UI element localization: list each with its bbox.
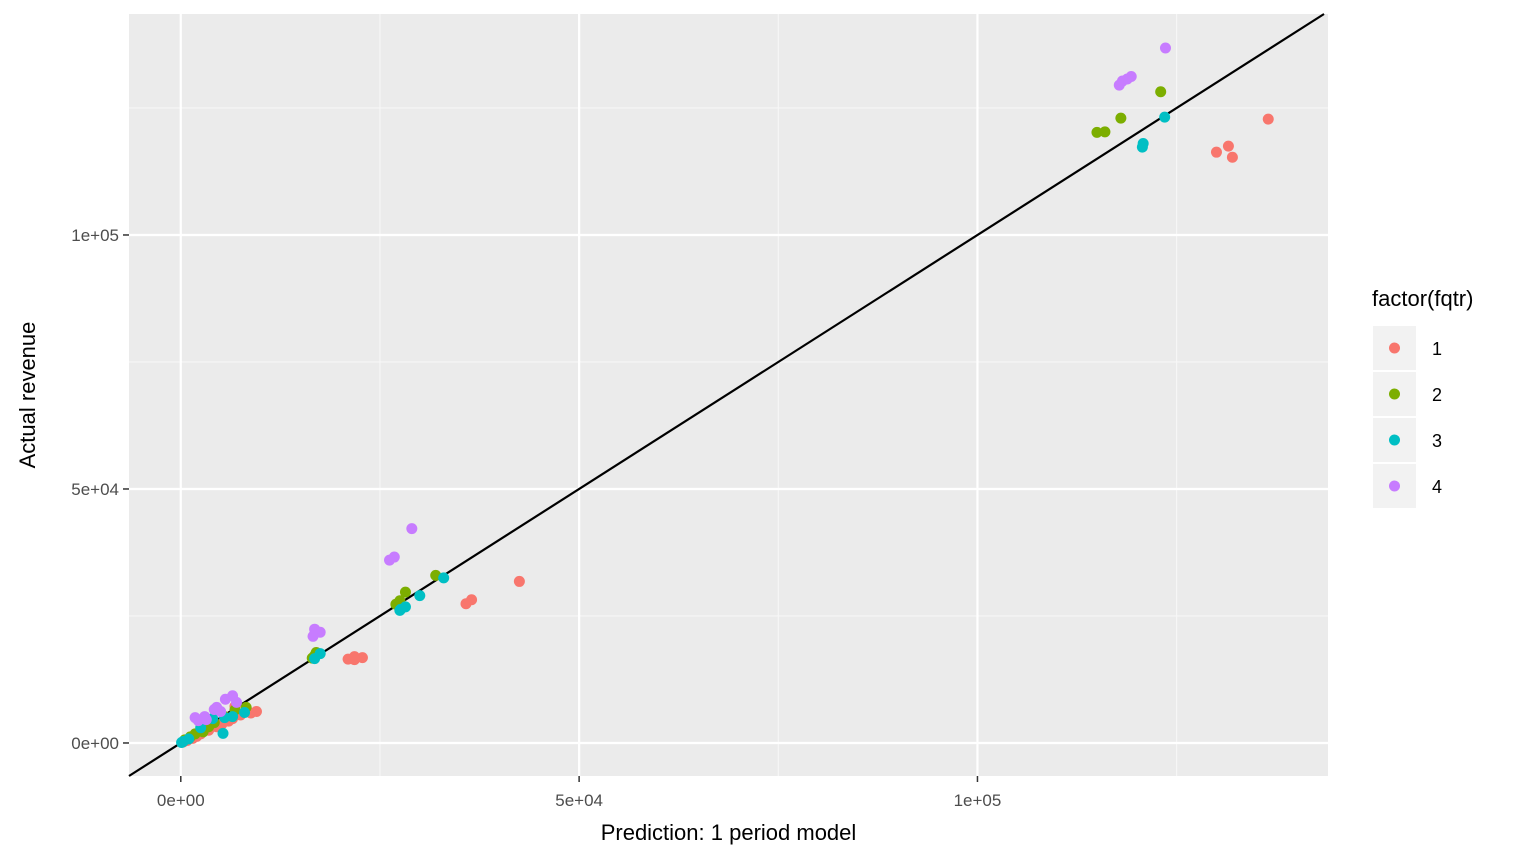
data-point-fqtr-1: [1262, 113, 1274, 125]
data-point-fqtr-1: [1210, 146, 1222, 158]
data-point-fqtr-2: [1091, 126, 1103, 138]
minor-gridlines: [129, 14, 1328, 776]
legend-key-swatch: [1389, 434, 1400, 446]
data-point-fqtr-1: [348, 654, 360, 666]
x-axis-title: Prediction: 1 period model: [601, 820, 857, 845]
reference-line: [128, 13, 1325, 777]
legend-key-swatch: [1389, 342, 1400, 354]
x-tick-label: 5e+04: [555, 791, 603, 810]
data-point-fqtr-4: [406, 523, 418, 535]
data-point-fqtr-3: [217, 727, 229, 739]
data-point-fqtr-3: [309, 653, 321, 665]
data-point-fqtr-4: [307, 630, 319, 642]
data-point-fqtr-3: [176, 736, 188, 748]
data-point-fqtr-3: [239, 707, 251, 718]
data-point-fqtr-1: [460, 598, 472, 610]
y-tick-label: 0e+00: [71, 734, 119, 753]
data-point-fqtr-1: [513, 575, 525, 587]
data-point-fqtr-3: [1159, 111, 1171, 123]
data-point-fqtr-3: [438, 572, 450, 584]
data-point-fqtr-3: [414, 590, 426, 602]
y-tick-label: 5e+04: [71, 480, 119, 499]
data-point-fqtr-4: [219, 693, 231, 705]
data-point-fqtr-4: [1113, 79, 1125, 91]
legend-title: factor(fqtr): [1372, 286, 1473, 311]
y-axis-ticks: 0e+00 5e+04 1e+05: [71, 226, 129, 753]
data-point-fqtr-4: [231, 696, 243, 708]
data-points: [176, 42, 1274, 748]
legend-label: 1: [1432, 339, 1442, 359]
data-point-fqtr-2: [1115, 112, 1127, 124]
data-point-fqtr-1: [1222, 140, 1234, 152]
data-point-fqtr-4: [215, 705, 227, 717]
legend-label: 4: [1432, 477, 1442, 497]
data-point-fqtr-2: [1155, 86, 1167, 98]
x-tick-label: 0e+00: [157, 791, 205, 810]
legend-key-swatch: [1389, 480, 1400, 492]
legend-key-swatch: [1389, 388, 1400, 400]
data-point-fqtr-4: [1159, 42, 1171, 54]
data-point-fqtr-4: [192, 715, 204, 727]
data-point-fqtr-3: [1136, 141, 1148, 153]
legend-label: 3: [1432, 431, 1442, 451]
data-point-fqtr-4: [384, 554, 396, 566]
data-point-fqtr-3: [394, 604, 406, 616]
data-point-fqtr-2: [1099, 126, 1111, 138]
legend-label: 2: [1432, 385, 1442, 405]
x-tick-label: 1e+05: [954, 791, 1002, 810]
y-axis-title: Actual revenue: [15, 322, 40, 469]
y-tick-label: 1e+05: [71, 226, 119, 245]
data-point-fqtr-2: [399, 586, 411, 598]
data-point-fqtr-1: [1226, 151, 1238, 163]
legend: factor(fqtr) 1 2 3 4: [1372, 286, 1473, 508]
reference-line-layer: [128, 13, 1325, 777]
x-axis-ticks: 0e+00 5e+04 1e+05: [157, 776, 1001, 810]
major-gridlines: [129, 14, 1328, 776]
legend-keys: 1 2 3 4: [1373, 326, 1442, 508]
